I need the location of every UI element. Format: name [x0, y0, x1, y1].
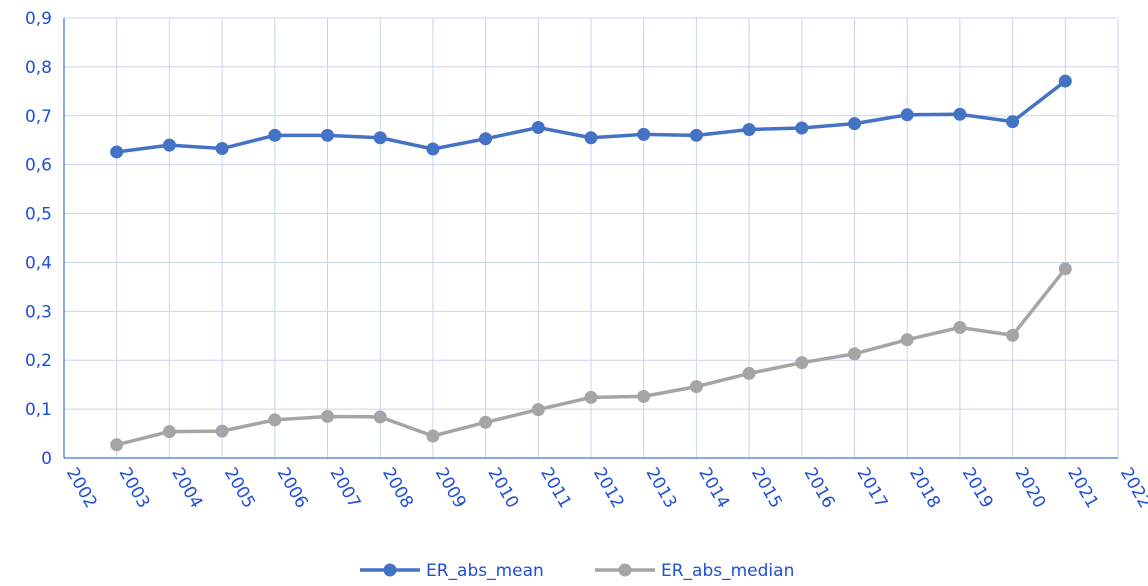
y-tick-label: 0,3 [25, 302, 52, 322]
y-tick-labels: 0 0,1 0,2 0,3 0,4 0,5 0,6 0,7 0,8 0,9 [25, 9, 52, 469]
data-point [163, 139, 176, 152]
legend-swatch-marker [619, 564, 632, 577]
x-tick-label: 2017 [852, 464, 891, 511]
data-point [795, 356, 808, 369]
y-tick-label: 0,9 [25, 9, 52, 29]
x-tick-label: 2022 [1116, 464, 1148, 511]
x-tick-label: 2015 [747, 464, 786, 511]
data-point [953, 108, 966, 121]
x-tick-label: 2020 [1010, 464, 1049, 511]
data-point [585, 131, 598, 144]
legend-swatch-marker [384, 564, 397, 577]
data-point [216, 142, 229, 155]
x-tick-label: 2021 [1063, 464, 1102, 511]
data-point [637, 390, 650, 403]
y-tick-label: 0,8 [25, 58, 52, 78]
x-tick-label: 2019 [958, 464, 997, 511]
data-point [426, 143, 439, 156]
x-tick-label: 2009 [431, 464, 470, 511]
data-point [1006, 115, 1019, 128]
data-point [426, 430, 439, 443]
y-tick-label: 0,7 [25, 107, 52, 127]
x-tick-label: 2002 [62, 464, 101, 511]
data-point [690, 380, 703, 393]
data-point [479, 416, 492, 429]
legend-label: ER_abs_mean [426, 561, 544, 581]
data-point [743, 367, 756, 380]
x-tick-label: 2008 [378, 464, 417, 511]
legend: ER_abs_mean ER_abs_median [360, 561, 794, 581]
data-point [110, 145, 123, 158]
legend-item: ER_abs_median [595, 561, 794, 581]
data-point [848, 117, 861, 130]
data-point [795, 122, 808, 135]
y-tick-label: 0,5 [25, 205, 52, 225]
y-tick-label: 0,6 [25, 156, 52, 176]
data-point [901, 108, 914, 121]
x-tick-label: 2003 [115, 464, 154, 511]
data-point [321, 410, 334, 423]
data-point [532, 121, 545, 134]
data-point [110, 438, 123, 451]
x-tick-label: 2010 [483, 464, 522, 511]
data-point [268, 413, 281, 426]
y-tick-label: 0,1 [25, 400, 52, 420]
y-tick-label: 0,2 [25, 351, 52, 371]
data-point [321, 129, 334, 142]
y-tick-label: 0,4 [25, 253, 52, 273]
data-point [848, 347, 861, 360]
data-point [690, 129, 703, 142]
x-tick-label: 2016 [800, 464, 839, 511]
x-tick-labels: 2002 2003 2004 2005 2006 2007 2008 2009 2010 2011… [62, 464, 1148, 511]
data-point [901, 333, 914, 346]
x-tick-label: 2005 [220, 464, 259, 511]
data-point [953, 321, 966, 334]
data-point [1006, 329, 1019, 342]
x-tick-label: 2004 [167, 464, 206, 511]
data-point [216, 425, 229, 438]
data-point [637, 128, 650, 141]
legend-label: ER_abs_median [661, 561, 794, 581]
data-point [585, 391, 598, 404]
y-tick-label: 0 [41, 449, 52, 469]
x-tick-label: 2018 [905, 464, 944, 511]
data-point [163, 425, 176, 438]
x-tick-label: 2014 [694, 464, 733, 511]
data-point [1059, 75, 1072, 88]
legend-item: ER_abs_mean [360, 561, 544, 581]
data-point [374, 410, 387, 423]
x-tick-label: 2011 [536, 464, 575, 511]
x-tick-label: 2012 [589, 464, 628, 511]
data-point [479, 132, 492, 145]
data-point [268, 129, 281, 142]
x-tick-label: 2007 [325, 464, 364, 511]
x-tick-label: 2013 [642, 464, 681, 511]
x-tick-label: 2006 [273, 464, 312, 511]
data-point [743, 123, 756, 136]
data-point [374, 131, 387, 144]
data-point [532, 403, 545, 416]
data-point [1059, 262, 1072, 275]
